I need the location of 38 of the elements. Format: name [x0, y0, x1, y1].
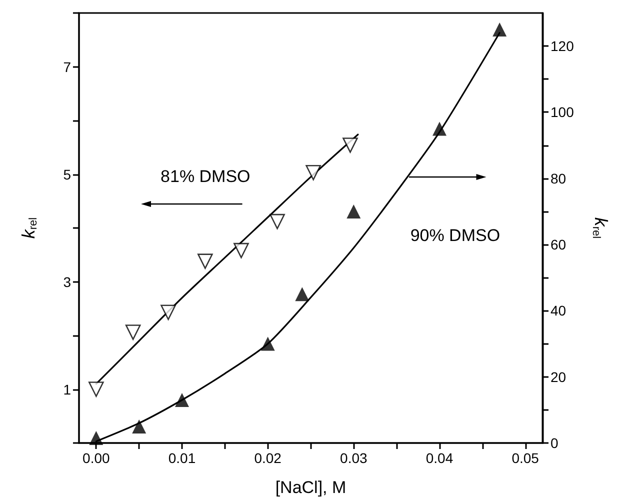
point [306, 164, 321, 180]
y2-tick-label: 0 [550, 435, 558, 451]
x-tick-label: 0.04 [426, 450, 454, 466]
y2-tick-label: 20 [550, 368, 566, 385]
y-tick-label: 1 [63, 381, 72, 398]
y-tick-label: 5 [63, 166, 72, 182]
y2-axis-title: krel [590, 217, 611, 239]
x-tick-label: 0.00 [82, 450, 110, 466]
point [295, 287, 310, 302]
point [88, 382, 104, 397]
point [89, 431, 104, 446]
y2-tick-label: 40 [550, 302, 566, 319]
point [198, 254, 213, 269]
x-tick-label: 0.05 [512, 450, 540, 466]
point [346, 204, 361, 218]
point [432, 122, 446, 136]
y2-tick-label: 120 [550, 38, 574, 54]
y2-tick-label: 100 [550, 104, 574, 120]
point [132, 419, 146, 434]
annotation: 90% DMSO [410, 226, 500, 246]
point [234, 242, 249, 258]
point [160, 304, 176, 320]
point [270, 214, 285, 230]
y-axis-title: krel [18, 217, 40, 239]
x-axis-title: [NaCl], M [275, 478, 346, 497]
point [492, 22, 507, 37]
x-tick-label: 0.01 [168, 450, 196, 466]
y-tick-label: 3 [63, 274, 72, 290]
y2-tick-label: 80 [550, 170, 566, 186]
annotation: 81% DMSO [160, 166, 250, 187]
y-tick-label: 7 [63, 58, 72, 75]
point [125, 324, 141, 340]
point [260, 336, 275, 351]
point [342, 138, 358, 153]
x-tick-label: 0.02 [254, 450, 282, 466]
y2-tick-label: 60 [550, 236, 566, 253]
x-tick-label: 0.03 [340, 450, 368, 466]
point [175, 393, 189, 407]
